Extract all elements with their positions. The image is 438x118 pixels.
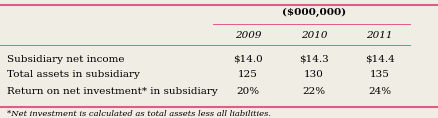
Text: *Net investment is calculated as total assets less all liabilities.: *Net investment is calculated as total a… (7, 110, 270, 118)
Text: Return on net investment* in subsidiary: Return on net investment* in subsidiary (7, 87, 217, 96)
Text: 2010: 2010 (300, 31, 326, 40)
Text: 24%: 24% (367, 87, 390, 96)
Text: 125: 125 (237, 70, 258, 79)
Text: $14.0: $14.0 (233, 55, 262, 63)
Text: 20%: 20% (236, 87, 259, 96)
Text: $14.3: $14.3 (298, 55, 328, 63)
Text: 130: 130 (303, 70, 323, 79)
Text: Total assets in subsidiary: Total assets in subsidiary (7, 70, 139, 79)
Text: 2011: 2011 (366, 31, 392, 40)
Text: Subsidiary net income: Subsidiary net income (7, 55, 124, 63)
Text: $14.4: $14.4 (364, 55, 394, 63)
Text: 135: 135 (369, 70, 389, 79)
Text: 22%: 22% (302, 87, 325, 96)
Text: ($000,000): ($000,000) (281, 8, 345, 17)
Text: 2009: 2009 (234, 31, 261, 40)
